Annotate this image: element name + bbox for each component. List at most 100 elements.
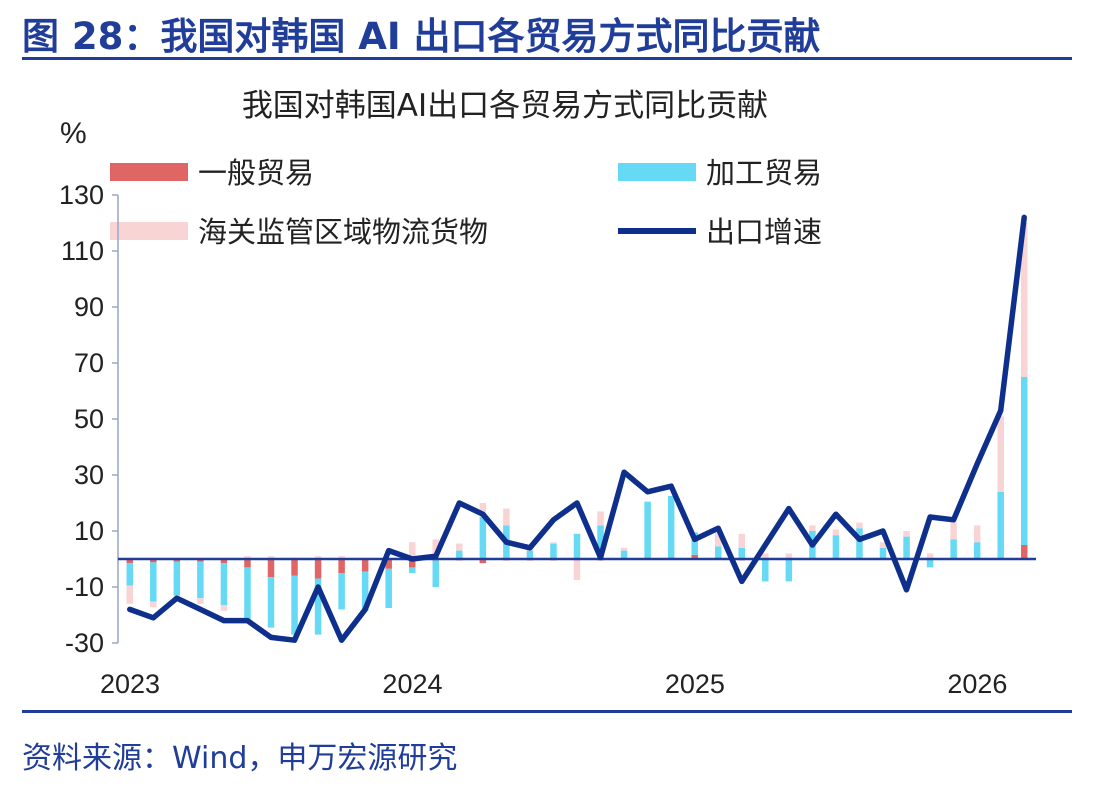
bars [126,223,1028,635]
bar-customs-zone-27 [762,553,769,559]
y-tick-label: 110 [61,236,104,266]
export-growth-line-group [127,214,1027,643]
bar-general-trade-9 [338,559,345,573]
bar-processing-trade-33 [903,536,910,559]
y-axis: 130 110 90 70 50 30 10 -10 -30 [59,180,119,658]
bar-general-trade-38 [1020,545,1028,559]
bar-general-trade-0 [126,559,134,564]
legend-swatch-processing-trade [618,163,696,181]
bar-general-trade-7 [291,559,298,576]
legend-label-export-growth: 出口增速 [706,215,822,249]
bar-processing-trade-11 [385,568,392,608]
bar-processing-trade-6 [267,577,275,628]
bar-processing-trade-26 [738,547,746,559]
bar-customs-zone-6 [267,556,275,559]
bar-customs-zone-38 [1020,223,1028,377]
bar-customs-zone-4 [220,605,228,611]
bar-processing-trade-20 [597,525,604,559]
bar-general-trade-6 [267,559,275,578]
bar-processing-trade-23 [667,496,675,558]
y-tick-label: 90 [74,292,104,322]
line-export-growth [127,214,1027,643]
bar-processing-trade-2 [173,561,181,596]
bar-processing-trade-24 [691,532,698,555]
bar-general-trade-24 [691,554,698,559]
bar-customs-zone-36 [973,525,981,543]
bar-customs-zone-15 [479,503,487,517]
bar-processing-trade-3 [197,561,204,599]
figure-title: 图 28：我国对韩国 AI 出口各贸易方式同比贡献 [22,15,821,58]
x-tick-label-2026: 2026 [947,669,1007,699]
bar-processing-trade-14 [456,550,463,559]
bar-customs-zone-8 [314,556,322,559]
bar-customs-zone-18 [550,542,557,544]
bar-customs-zone-0 [126,585,134,604]
bar-customs-zone-33 [903,531,910,537]
bar-processing-trade-4 [220,563,228,606]
bar-customs-zone-9 [338,556,345,559]
bar-processing-trade-19 [573,533,581,559]
y-tick-label: 30 [74,460,104,490]
bar-processing-trade-37 [997,491,1004,559]
bar-processing-trade-35 [950,539,957,559]
bar-customs-zone-20 [597,511,604,526]
bar-customs-zone-37 [997,416,1004,492]
bar-customs-zone-32 [879,542,887,548]
bar-processing-trade-13 [432,560,440,587]
y-tick-label: 70 [74,348,104,378]
y-tick-label: 130 [59,180,104,210]
bar-general-trade-10 [361,559,369,572]
bar-processing-trade-5 [244,567,251,621]
bar-processing-trade-17 [526,550,534,559]
bar-general-trade-12 [408,559,416,568]
y-tick-label: 50 [74,404,104,434]
x-axis: 2023 2024 2025 2026 [100,669,1007,699]
x-tick-label-2023: 2023 [100,669,160,699]
y-tick-label: -30 [65,628,104,658]
top-rule [22,57,1072,60]
bar-customs-zone-21 [620,547,628,551]
bar-processing-trade-18 [550,543,557,559]
bar-processing-trade-36 [973,542,981,559]
y-tick-label: -10 [65,572,104,602]
bar-general-trade-3 [197,559,204,562]
bar-customs-zone-34 [926,553,934,559]
bar-processing-trade-32 [879,547,887,559]
bar-customs-zone-19 [573,560,581,580]
bar-processing-trade-22 [644,501,651,558]
bar-processing-trade-27 [762,559,769,582]
bar-customs-zone-31 [856,522,863,529]
legend-label-general-trade: 一般贸易 [198,156,314,190]
bar-customs-zone-5 [244,556,251,559]
legend-label-processing-trade: 加工贸易 [706,156,822,190]
bar-general-trade-2 [173,559,181,562]
bar-customs-zone-14 [456,543,463,551]
bar-processing-trade-21 [620,550,628,559]
bar-processing-trade-7 [291,575,298,635]
y-tick-label: 10 [74,516,104,546]
bar-general-trade-5 [244,559,251,568]
bar-customs-zone-29 [809,525,816,531]
legend-swatch-general-trade [110,163,188,181]
x-tick-label-2025: 2025 [665,669,725,699]
bottom-rule [22,710,1072,713]
bar-customs-zone-12 [408,542,416,559]
bar-processing-trade-34 [926,559,934,568]
bar-processing-trade-9 [338,573,345,610]
bar-customs-zone-25 [714,532,722,547]
bar-customs-zone-16 [503,508,510,526]
bar-general-trade-8 [314,559,322,579]
bar-processing-trade-25 [714,546,722,558]
y-axis-label: % [60,117,87,150]
bar-general-trade-4 [220,559,228,564]
bar-customs-zone-3 [197,598,204,604]
bar-processing-trade-12 [408,567,416,573]
bar-customs-zone-30 [832,529,840,536]
bar-customs-zone-1 [150,601,157,608]
bar-general-trade-15 [479,559,487,564]
bar-processing-trade-15 [479,517,487,559]
x-tick-label-2024: 2024 [382,669,442,699]
bar-customs-zone-35 [950,522,957,540]
legend: 一般贸易 加工贸易 海关监管区域物流货物 出口增速 [110,156,822,249]
